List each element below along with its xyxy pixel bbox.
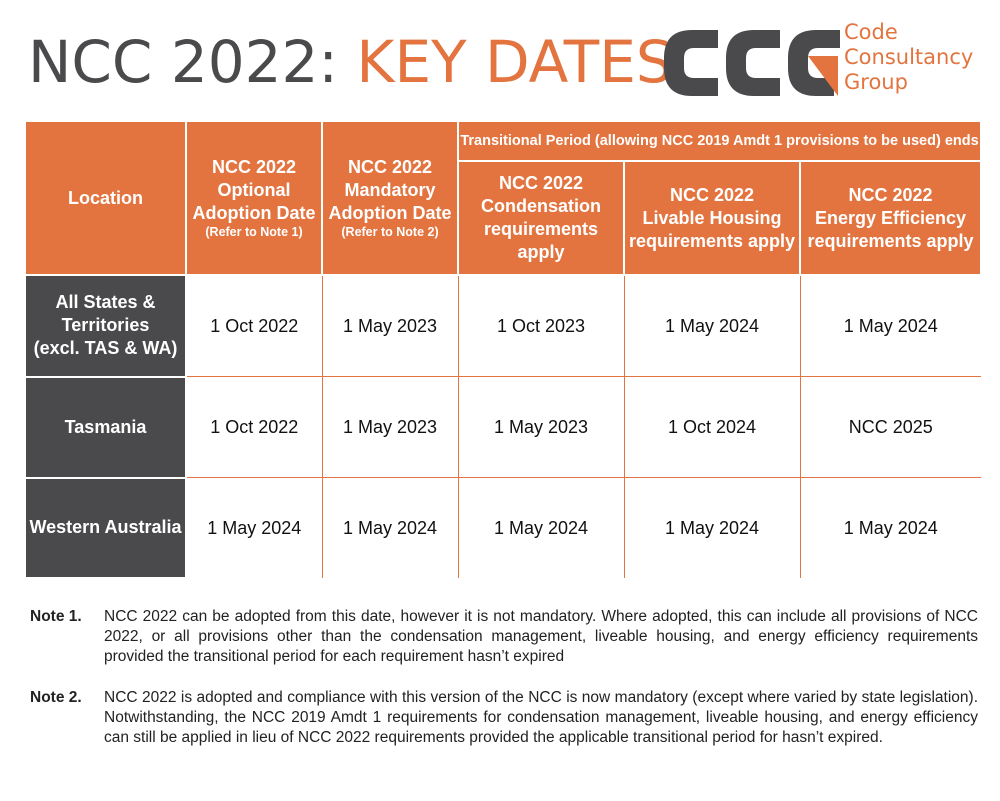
table-cell: 1 Oct 2024: [623, 376, 801, 478]
table-cell: NCC 2025: [799, 376, 982, 478]
col-header-optional: NCC 2022 Optional Adoption Date (Refer to N…: [185, 120, 323, 276]
col-header-mandatory: NCC 2022 Mandatory Adoption Date (Refer to …: [321, 120, 459, 276]
table-cell: 1 May 2024: [623, 477, 801, 578]
note-1: Note 1. NCC 2022 can be adopted from thi…: [30, 607, 978, 667]
table-cell: 1 May 2023: [321, 376, 459, 478]
table-cell: 1 May 2024: [321, 477, 459, 578]
logo-wordmark: Code Consultancy Group: [844, 20, 973, 95]
table-cell: 1 May 2024: [799, 477, 982, 578]
logo-line-3: Group: [844, 70, 908, 94]
col-header-energy-efficiency: NCC 2022 Energy Efficiency requirements ap…: [798, 160, 983, 276]
table-cell: 1 May 2023: [457, 376, 625, 478]
note-label: Note 2.: [30, 689, 82, 706]
note-2: Note 2. NCC 2022 is adopted and complian…: [30, 688, 978, 748]
row-location: Tasmania: [24, 375, 187, 479]
logo-letter-c2: [726, 30, 780, 96]
title-part-2: KEY DATES: [356, 28, 673, 96]
table-cell: 1 May 2024: [623, 274, 801, 377]
table-cell: 1 Oct 2022: [185, 376, 323, 478]
logo-line-2: Consultancy: [844, 45, 974, 69]
key-dates-table: Location NCC 2022 Optional Adoption Date (R…: [24, 120, 983, 579]
col-header-condensation: NCC 2022 Condensation requirements apply: [457, 160, 625, 276]
table-cell: 1 May 2024: [185, 477, 323, 578]
table-cell: 1 Oct 2023: [457, 274, 625, 377]
note-1-ref: (Refer to Note 1): [205, 225, 303, 239]
logo-letter-c1: [664, 30, 718, 96]
table-cell: 1 May 2024: [457, 477, 625, 578]
transitional-period-header: Transitional Period (allowing NCC 2019 A…: [456, 120, 983, 162]
table-cell: 1 Oct 2022: [185, 274, 323, 377]
row-location: All States & Territories (excl. TAS & WA): [24, 274, 187, 378]
table-row: Western Australia 1 May 2024 1 May 2024 …: [24, 476, 982, 579]
table-cell: 1 May 2023: [321, 274, 459, 377]
page-title: NCC 2022: KEY DATES: [28, 12, 673, 112]
note-label: Note 1.: [30, 608, 82, 625]
table-row: Tasmania 1 Oct 2022 1 May 2023 1 May 202…: [24, 375, 982, 479]
note-text: NCC 2022 can be adopted from this date, …: [104, 608, 978, 665]
logo-line-1: Code: [844, 20, 898, 44]
note-text: NCC 2022 is adopted and compliance with …: [104, 689, 978, 746]
note-2-ref: (Refer to Note 2): [341, 225, 439, 239]
row-location: Western Australia: [24, 476, 187, 579]
table-row: All States & Territories (excl. TAS & WA) …: [24, 274, 982, 378]
col-header-livable-housing: NCC 2022 Livable Housing requirements appl…: [623, 160, 801, 276]
ccg-logo-icon: [664, 30, 840, 96]
logo-arrow: [808, 56, 838, 96]
table-cell: 1 May 2024: [799, 274, 982, 377]
title-part-1: NCC 2022:: [28, 28, 338, 96]
col-header-location: Location: [24, 120, 187, 276]
